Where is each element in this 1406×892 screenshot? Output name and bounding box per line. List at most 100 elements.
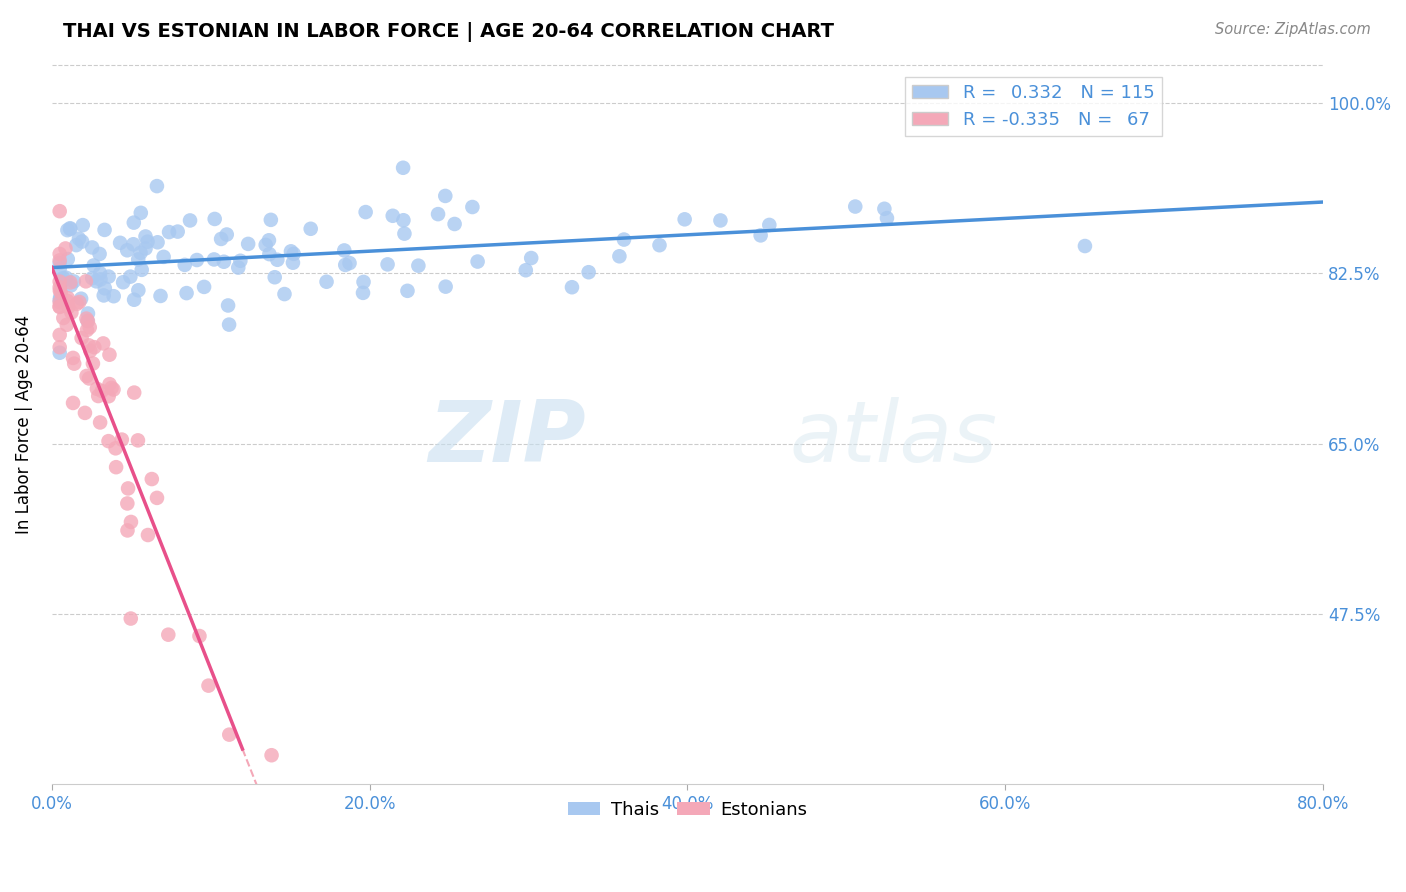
Point	[48, 204, 70, 219]
Text: atlas: atlas	[789, 397, 997, 480]
Point	[67, 232, 90, 246]
Point	[48, 340, 70, 354]
Point	[70, 331, 93, 345]
Point	[63, 275, 86, 289]
Point	[377, 257, 399, 271]
Point	[127, 434, 149, 448]
Point	[66, 297, 89, 311]
Point	[146, 179, 169, 194]
Point	[578, 265, 600, 279]
Point	[56, 223, 79, 237]
Point	[204, 211, 226, 226]
Point	[59, 222, 82, 236]
Point	[427, 207, 450, 221]
Point	[48, 253, 70, 268]
Point	[122, 216, 145, 230]
Point	[129, 245, 152, 260]
Point	[76, 314, 98, 328]
Point	[127, 252, 149, 267]
Point	[104, 442, 127, 456]
Legend: Thais, Estonians: Thais, Estonians	[561, 793, 814, 826]
Point	[122, 385, 145, 400]
Point	[82, 357, 104, 371]
Point	[141, 472, 163, 486]
Point	[339, 256, 361, 270]
Point	[49, 284, 72, 298]
Point	[89, 247, 111, 261]
Point	[157, 628, 180, 642]
Point	[83, 340, 105, 354]
Point	[48, 280, 70, 294]
Point	[120, 515, 142, 529]
Point	[392, 161, 415, 175]
Point	[515, 263, 537, 277]
Point	[236, 236, 259, 251]
Point	[48, 300, 70, 314]
Point	[79, 343, 101, 358]
Point	[673, 212, 696, 227]
Point	[56, 293, 79, 308]
Point	[90, 384, 112, 398]
Point	[260, 212, 283, 227]
Point	[52, 310, 75, 325]
Point	[117, 496, 139, 510]
Point	[60, 305, 83, 319]
Point	[212, 254, 235, 268]
Point	[97, 269, 120, 284]
Point	[758, 218, 780, 232]
Point	[89, 266, 111, 280]
Point	[65, 238, 87, 252]
Point	[82, 271, 104, 285]
Text: ZIP: ZIP	[427, 397, 586, 480]
Point	[157, 225, 180, 239]
Point	[333, 244, 356, 258]
Point	[229, 253, 252, 268]
Point	[520, 251, 543, 265]
Point	[48, 261, 70, 276]
Point	[217, 298, 239, 312]
Point	[103, 383, 125, 397]
Point	[299, 221, 322, 235]
Point	[105, 460, 128, 475]
Point	[49, 285, 72, 300]
Point	[86, 382, 108, 396]
Point	[179, 213, 201, 227]
Point	[111, 433, 134, 447]
Point	[176, 286, 198, 301]
Point	[77, 314, 100, 328]
Point	[56, 252, 79, 266]
Point	[561, 280, 583, 294]
Point	[93, 223, 115, 237]
Point	[263, 270, 285, 285]
Point	[749, 228, 772, 243]
Point	[48, 247, 70, 261]
Point	[844, 200, 866, 214]
Point	[266, 252, 288, 267]
Point	[62, 396, 84, 410]
Point	[197, 679, 219, 693]
Point	[48, 300, 70, 314]
Point	[353, 275, 375, 289]
Point	[280, 244, 302, 259]
Point	[173, 258, 195, 272]
Point	[98, 377, 121, 392]
Point	[609, 249, 631, 263]
Point	[146, 491, 169, 505]
Point	[281, 256, 304, 270]
Point	[117, 524, 139, 538]
Point	[134, 229, 156, 244]
Point	[283, 247, 305, 261]
Point	[48, 293, 70, 307]
Point	[129, 206, 152, 220]
Text: Source: ZipAtlas.com: Source: ZipAtlas.com	[1215, 22, 1371, 37]
Point	[48, 275, 70, 289]
Point	[72, 218, 94, 232]
Point	[166, 225, 188, 239]
Point	[215, 227, 238, 242]
Y-axis label: In Labor Force | Age 20-64: In Labor Force | Age 20-64	[15, 315, 32, 533]
Point	[381, 209, 404, 223]
Point	[434, 279, 457, 293]
Point	[120, 611, 142, 625]
Point	[876, 211, 898, 226]
Point	[613, 233, 636, 247]
